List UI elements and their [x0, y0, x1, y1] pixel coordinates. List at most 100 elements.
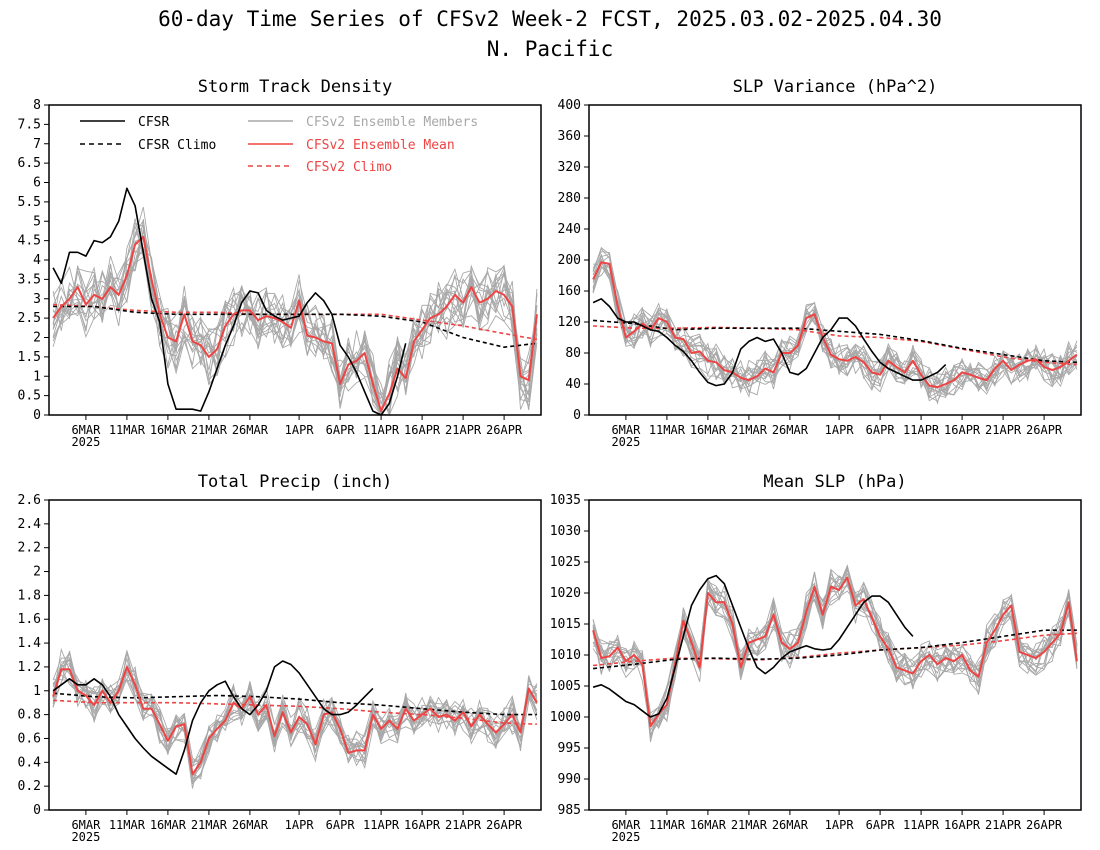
x-tick-label: 1APR	[825, 818, 855, 832]
y-tick-label: 1	[33, 684, 41, 699]
x-tick-label: 16APR	[404, 818, 441, 832]
y-tick-label: 1025	[550, 555, 581, 570]
x-tick-label: 16MAR	[690, 423, 727, 437]
x-tick-label: 6APR	[866, 818, 896, 832]
y-tick-label: 8	[33, 98, 41, 113]
x-tick-label: 26APR	[486, 818, 523, 832]
x-tick-label: 11MAR	[109, 423, 146, 437]
y-tick-label: 1010	[550, 648, 581, 663]
x-tick-label: 11MAR	[649, 423, 686, 437]
legend-label-cfsv2-climo: CFSv2 Climo	[306, 160, 392, 175]
y-tick-label: 2.5	[18, 311, 41, 326]
series-line-cfsr-climo	[593, 319, 1077, 364]
y-tick-label: 0.6	[18, 731, 41, 746]
x-tick-label: 6MAR	[71, 423, 101, 437]
x-year-label: 2025	[611, 435, 640, 449]
x-tick-label: 16MAR	[150, 818, 187, 832]
y-tick-label: 0	[33, 408, 41, 423]
y-tick-label: 1005	[550, 679, 581, 694]
x-tick-label: 11APR	[363, 818, 400, 832]
x-tick-label: 26APR	[1026, 818, 1063, 832]
plot-frame	[48, 499, 542, 811]
y-tick-label: 4.5	[18, 234, 41, 249]
series-line-ens-mean	[52, 665, 538, 776]
x-tick-label: 26MAR	[772, 818, 809, 832]
y-tick-label: 200	[558, 253, 581, 268]
panel-title: Total Precip (inch)	[198, 472, 392, 492]
x-tick-label: 26MAR	[232, 818, 269, 832]
y-tick-label: 5.5	[18, 195, 41, 210]
panel-mean-slp: Mean SLP (hPa) 985 990 995 1000 1005 1010 1015…	[550, 472, 1082, 844]
legend-label-cfsr-climo: CFSR Climo	[138, 138, 216, 153]
y-tick-label: 4	[33, 253, 41, 268]
x-tick-label: 11MAR	[109, 818, 146, 832]
x-tick-label: 11APR	[903, 423, 940, 437]
legend-label-cfsr: CFSR	[138, 115, 169, 130]
x-tick-label: 26MAR	[772, 423, 809, 437]
y-tick-label: 1.4	[18, 636, 42, 651]
x-year-label: 2025	[71, 435, 100, 449]
x-tick-label: 6MAR	[611, 423, 641, 437]
legend-label-ens-mean: CFSv2 Ensemble Mean	[306, 138, 455, 153]
y-tick-label: 280	[558, 191, 581, 206]
y-tick-label: 0.8	[18, 708, 41, 723]
y-tick-label: 0.4	[18, 755, 42, 770]
y-tick-label: 1.6	[18, 612, 41, 627]
series-line-cfsv2-climo	[53, 699, 537, 725]
y-tick-label: 2	[33, 565, 41, 580]
ensemble-member-line	[592, 564, 1078, 738]
y-tick-label: 1030	[550, 524, 581, 539]
series-line-cfsv2-climo	[593, 632, 1077, 667]
x-tick-label: 21MAR	[191, 818, 228, 832]
y-tick-label: 985	[558, 803, 581, 818]
y-tick-label: 0.2	[18, 779, 41, 794]
y-tick-label: 160	[558, 284, 581, 299]
x-tick-label: 1APR	[285, 423, 315, 437]
y-tick-label: 320	[558, 160, 581, 175]
plot-frame	[48, 104, 542, 416]
y-tick-label: 80	[565, 346, 581, 361]
series-line-cfsr-climo	[593, 629, 1077, 670]
y-tick-label: 0	[33, 803, 41, 818]
y-tick-label: 2.2	[18, 541, 41, 556]
y-tick-label: 360	[558, 129, 581, 144]
y-tick-label: 6	[33, 176, 41, 191]
panel-title: Storm Track Density	[198, 77, 392, 97]
y-tick-label: 1.5	[18, 350, 41, 365]
ensemble-member-line	[592, 577, 1078, 727]
ensemble-member-line	[52, 663, 538, 774]
x-tick-label: 21APR	[985, 818, 1022, 832]
x-tick-label: 11APR	[363, 423, 400, 437]
y-tick-label: 990	[558, 772, 581, 787]
y-tick-label: 2.6	[18, 493, 41, 508]
y-tick-label: 1	[33, 369, 41, 384]
series-line-cfsr	[592, 574, 914, 718]
y-tick-label: 1000	[550, 710, 581, 725]
plot-frame	[588, 499, 1082, 811]
legend: CFSR CFSR Climo CFSv2 Ensemble Members C…	[80, 115, 478, 175]
y-tick-label: 6.5	[18, 156, 41, 171]
figure-title: 60-day Time Series of CFSv2 Week-2 FCST,…	[158, 7, 942, 31]
ensemble-member-line	[52, 657, 538, 768]
x-tick-label: 16APR	[944, 423, 981, 437]
x-tick-label: 26APR	[1026, 423, 1063, 437]
ensemble-member-line	[592, 566, 1078, 730]
ensemble-member-line	[52, 222, 538, 417]
y-tick-label: 0.5	[18, 389, 41, 404]
panel-title: Mean SLP (hPa)	[763, 472, 906, 492]
x-tick-label: 21MAR	[731, 423, 768, 437]
y-tick-label: 7.5	[18, 117, 41, 132]
series-line-cfsr-climo	[53, 305, 537, 349]
ensemble-member-line	[592, 566, 1078, 723]
x-tick-label: 1APR	[285, 818, 315, 832]
x-tick-label: 21APR	[985, 423, 1022, 437]
y-tick-label: 3.5	[18, 272, 41, 287]
panel-title: SLP Variance (hPa^2)	[733, 77, 938, 97]
x-tick-label: 16APR	[944, 818, 981, 832]
x-tick-label: 21APR	[445, 818, 482, 832]
y-tick-label: 7	[33, 137, 41, 152]
ensemble-member-line	[52, 647, 538, 770]
y-tick-label: 120	[558, 315, 581, 330]
x-tick-label: 16MAR	[690, 818, 727, 832]
